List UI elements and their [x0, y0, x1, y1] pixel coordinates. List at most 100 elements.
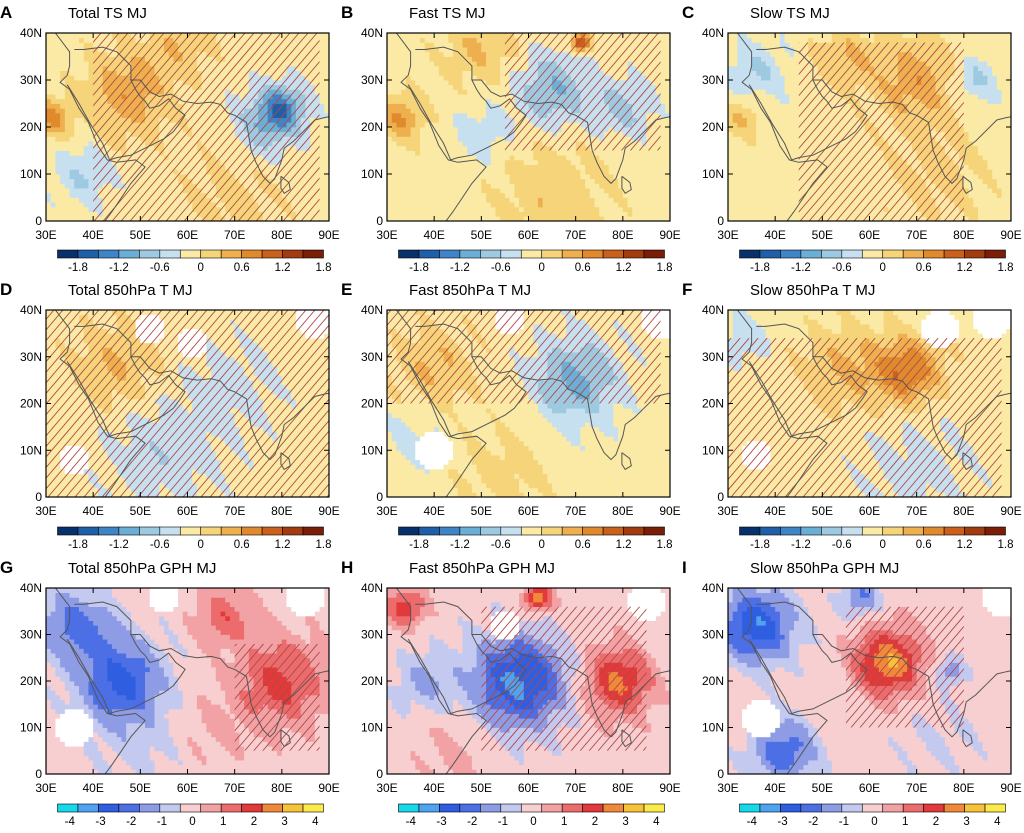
field-cell	[130, 70, 137, 76]
field-cell	[220, 33, 226, 39]
hatch-line	[93, 33, 210, 170]
field-cell	[126, 150, 132, 156]
field-cell	[646, 103, 652, 109]
field-b	[387, 33, 671, 222]
field-cell	[443, 131, 449, 137]
field-cell	[74, 37, 80, 43]
field-cell	[163, 47, 170, 53]
field-cell	[319, 94, 325, 100]
field-cell	[60, 159, 66, 165]
field-cell	[88, 89, 94, 95]
field-cell	[192, 98, 198, 104]
field-cell	[121, 211, 127, 217]
field-cell	[121, 37, 127, 43]
field-cell	[206, 150, 212, 156]
field-cell	[135, 51, 141, 57]
field-cell	[163, 56, 170, 62]
field-cell	[438, 47, 444, 53]
hatch-line	[603, 82, 661, 151]
field-cell	[646, 169, 652, 175]
field-cell	[225, 89, 231, 95]
field-cell	[163, 33, 170, 39]
field-cell	[665, 197, 671, 203]
field-cell	[471, 202, 478, 208]
field-cell	[69, 56, 75, 62]
field-cell	[64, 188, 70, 194]
field-cell	[632, 65, 638, 71]
field-cell	[495, 141, 501, 147]
field-cell	[295, 70, 302, 76]
field-cell	[481, 192, 487, 198]
hatch-line	[165, 39, 320, 221]
field-cell	[410, 141, 416, 147]
field-cell	[272, 211, 278, 217]
field-cell	[514, 178, 520, 184]
field-cell	[396, 188, 402, 194]
field-cell	[471, 183, 478, 189]
field-cell	[258, 112, 264, 118]
field-cell	[281, 183, 287, 189]
field-cell	[608, 150, 614, 156]
field-cell	[253, 108, 259, 114]
field-cell	[258, 164, 264, 170]
field-cell	[286, 131, 292, 137]
field-cell	[519, 94, 525, 100]
field-cell	[201, 183, 207, 189]
field-cell	[206, 117, 212, 123]
field-cell	[622, 47, 628, 53]
colorbar-swatch	[98, 249, 120, 259]
field-cell	[547, 127, 553, 133]
field-cell	[500, 197, 506, 203]
field-cell	[239, 206, 245, 212]
field-cell	[561, 61, 567, 67]
field-cell	[324, 108, 330, 114]
field-cell	[462, 84, 468, 90]
field-cell	[187, 183, 193, 189]
field-cell	[234, 51, 240, 57]
field-cell	[429, 56, 435, 62]
field-cell	[286, 192, 292, 198]
field-cell	[272, 127, 278, 133]
field-cell	[314, 183, 320, 189]
field-cell	[632, 159, 638, 165]
field-cell	[305, 216, 311, 222]
field-cell	[599, 192, 605, 198]
field-cell	[286, 108, 292, 114]
field-cell	[665, 141, 671, 147]
field-cell	[655, 178, 661, 184]
field-cell	[88, 183, 94, 189]
field-cell	[201, 98, 207, 104]
field-cell	[220, 70, 226, 76]
field-cell	[401, 155, 407, 161]
field-cell	[206, 103, 212, 109]
field-cell	[211, 216, 217, 222]
field-cell	[50, 155, 56, 161]
field-cell	[324, 122, 330, 128]
field-cell	[552, 150, 558, 156]
field-cell	[476, 51, 482, 57]
field-cell	[182, 159, 188, 165]
field-cell	[613, 70, 619, 76]
x-tick-label: 90E	[318, 228, 339, 242]
field-cell	[401, 150, 407, 156]
field-cell	[599, 56, 605, 62]
field-cell	[420, 141, 426, 147]
field-cell	[443, 178, 449, 184]
field-cell	[500, 122, 506, 128]
field-cell	[523, 65, 529, 71]
field-cell	[387, 61, 393, 67]
field-cell	[599, 80, 605, 86]
field-cell	[396, 159, 402, 165]
field-cell	[248, 164, 254, 170]
field-cell	[79, 131, 85, 137]
field-cell	[632, 33, 638, 39]
field-cell	[229, 188, 236, 194]
field-cell	[646, 56, 652, 62]
field-cell	[580, 94, 586, 100]
field-cell	[552, 216, 558, 222]
field-cell	[519, 51, 525, 57]
field-cell	[589, 122, 595, 128]
field-cell	[196, 65, 203, 71]
field-cell	[561, 164, 567, 170]
field-cell	[627, 51, 633, 57]
